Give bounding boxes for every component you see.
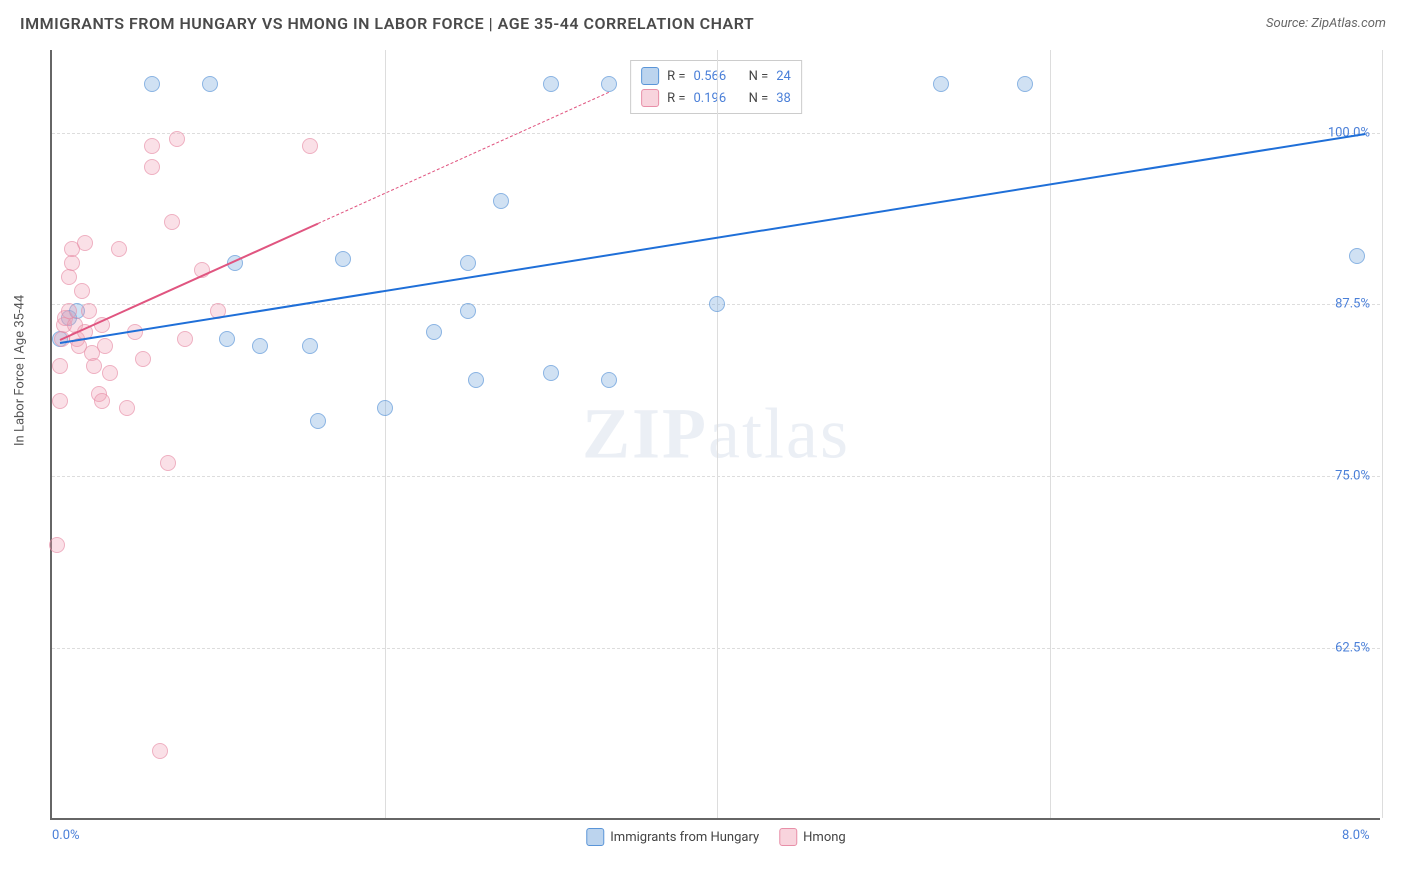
data-point (426, 324, 442, 340)
watermark-zip: ZIP (582, 394, 708, 474)
data-point (77, 235, 93, 251)
ytick-label: 87.5% (1335, 297, 1370, 312)
watermark: ZIPatlas (582, 393, 850, 476)
data-point (933, 76, 949, 92)
trend-line (60, 133, 1365, 344)
r-label: R = (667, 69, 685, 84)
data-point (601, 76, 617, 92)
legend-label-pink: Hmong (803, 830, 846, 845)
data-point (144, 138, 160, 154)
data-point (202, 76, 218, 92)
data-point (335, 251, 351, 267)
xtick-label: 8.0% (1342, 828, 1370, 843)
data-point (543, 365, 559, 381)
legend-row-blue: R = 0.566 N = 24 (641, 65, 791, 87)
gridline-h (52, 476, 1380, 477)
data-point (1349, 248, 1365, 264)
n-value-pink: 38 (776, 91, 791, 106)
data-point (709, 296, 725, 312)
data-point (135, 351, 151, 367)
title-bar: IMMIGRANTS FROM HUNGARY VS HMONG IN LABO… (20, 14, 1386, 33)
data-point (252, 338, 268, 354)
legend-label-blue: Immigrants from Hungary (610, 830, 759, 845)
plot-area: ZIPatlas R = 0.566 N = 24 R = 0.196 N = … (50, 50, 1380, 820)
data-point (64, 255, 80, 271)
data-point (177, 331, 193, 347)
data-point (160, 455, 176, 471)
r-value-pink: 0.196 (694, 91, 727, 106)
data-point (1017, 76, 1033, 92)
data-point (144, 76, 160, 92)
ytick-label: 62.5% (1335, 641, 1370, 656)
data-point (152, 743, 168, 759)
data-point (94, 393, 110, 409)
legend-item-pink: Hmong (779, 828, 846, 846)
gridline-v (385, 50, 386, 818)
r-value-blue: 0.566 (694, 69, 727, 84)
gridline-v (1382, 50, 1383, 818)
y-axis-label: In Labor Force | Age 35-44 (13, 295, 28, 446)
data-point (219, 331, 235, 347)
data-point (61, 269, 77, 285)
data-point (468, 372, 484, 388)
trend-line (318, 91, 609, 223)
swatch-pink-icon (641, 89, 659, 107)
legend-item-blue: Immigrants from Hungary (586, 828, 759, 846)
data-point (302, 138, 318, 154)
swatch-blue-icon (586, 828, 604, 846)
data-point (460, 303, 476, 319)
data-point (460, 255, 476, 271)
data-point (493, 193, 509, 209)
data-point (49, 537, 65, 553)
chart-title: IMMIGRANTS FROM HUNGARY VS HMONG IN LABO… (20, 14, 754, 33)
n-value-blue: 24 (776, 69, 791, 84)
data-point (543, 76, 559, 92)
legend-row-pink: R = 0.196 N = 38 (641, 87, 791, 109)
swatch-pink-icon (779, 828, 797, 846)
data-point (111, 241, 127, 257)
gridline-v (717, 50, 718, 818)
n-label: N = (749, 69, 769, 84)
data-point (169, 131, 185, 147)
data-point (97, 338, 113, 354)
r-label: R = (667, 91, 685, 106)
data-point (52, 393, 68, 409)
source-label: Source: ZipAtlas.com (1266, 16, 1386, 31)
data-point (377, 400, 393, 416)
data-point (81, 303, 97, 319)
gridline-h (52, 133, 1380, 134)
data-point (302, 338, 318, 354)
legend-series: Immigrants from Hungary Hmong (586, 828, 845, 846)
gridline-h (52, 648, 1380, 649)
n-label: N = (749, 91, 769, 106)
data-point (119, 400, 135, 416)
xtick-label: 0.0% (52, 828, 80, 843)
data-point (601, 372, 617, 388)
data-point (86, 358, 102, 374)
legend-correlation: R = 0.566 N = 24 R = 0.196 N = 38 (630, 60, 802, 114)
gridline-v (1050, 50, 1051, 818)
data-point (74, 283, 90, 299)
watermark-atlas: atlas (708, 394, 850, 474)
data-point (310, 413, 326, 429)
data-point (164, 214, 180, 230)
swatch-blue-icon (641, 67, 659, 85)
data-point (102, 365, 118, 381)
ytick-label: 75.0% (1335, 469, 1370, 484)
data-point (144, 159, 160, 175)
data-point (52, 358, 68, 374)
